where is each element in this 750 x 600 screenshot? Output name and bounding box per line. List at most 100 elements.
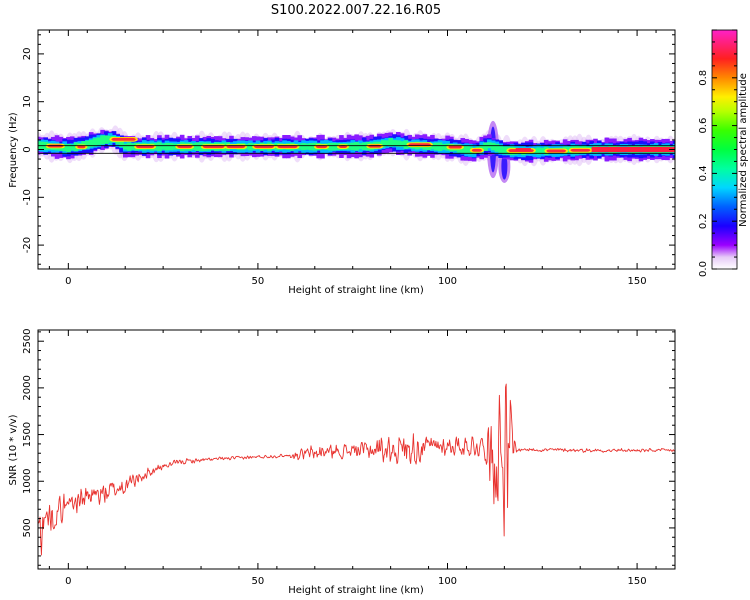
spectrogram-cell [85,140,90,149]
spectrogram-cell [361,142,367,151]
spectrogram-peak-core [111,137,136,141]
colorbar-tick-label: 0.2 [698,213,709,229]
colorbar-tick-label: 0.4 [698,165,709,181]
spectrogram-cell [248,142,253,151]
spectrogram-cell [297,143,303,150]
spectrogram-cell [536,147,541,155]
spectrogram-cell [430,143,435,150]
spectrogram-cell [157,142,162,152]
colorbar-gradient [712,30,737,269]
spectrogram-cell [403,140,409,149]
spectrogram-cell [498,145,503,154]
spectrogram-peak-core [368,144,382,148]
spectrogram-peak-core [471,148,482,152]
snr-x-label: Height of straight line (km) [288,585,424,596]
x-tick-label: 150 [628,276,647,287]
spectrogram-cell [92,138,98,147]
spectrogram-cell [88,139,94,148]
y-tick-label: 1000 [22,469,33,494]
y-tick-label: -20 [22,237,33,253]
spectrogram-cell [399,141,405,147]
spectrogram-panel: 0 50 100 150 -20 -10 0 10 20 Height of straight … [8,29,676,296]
spectrogram-cell [104,135,109,144]
x-tick-label: 0 [65,276,71,287]
spectrogram-cell [502,146,507,155]
spectrogram-cell [308,143,314,151]
spectrogram-cell [464,145,469,155]
y-tick-label: 2000 [22,375,33,400]
snr-ticks: 0 50 100 150 500 1000 1500 2000 2500 [22,328,675,587]
spectrogram-cell [96,137,102,145]
spectrogram-cell [392,140,397,146]
spectrogram-cell [483,142,488,151]
spectrogram-cell [172,143,177,150]
spectrogram-cell [358,143,363,150]
spectrogram-cell [119,141,124,147]
colorbar-tick-label: 0.0 [698,261,709,277]
spectrogram-cell [490,142,496,151]
snr-panel: 0 50 100 150 500 1000 1500 2000 2500 Height of s… [8,328,676,596]
spectrogram-cell [327,142,333,151]
x-tick-label: 150 [628,576,647,587]
spectrogram-cell [305,143,310,150]
spectrogram-cell [130,143,136,150]
x-tick-label: 50 [252,276,265,287]
spectrogram-cell [384,140,390,146]
spectrogram-tail-ridge [591,146,675,153]
spectrogram-cell [396,140,401,147]
spectrogram-cell [479,144,485,152]
figure-title: S100.2022.007.22.16.R05 [271,3,441,18]
spectrogram-cell [126,142,132,151]
y-tick-label: 1500 [22,422,33,447]
x-tick-label: 100 [438,576,457,587]
spectrogram-cell [540,147,545,154]
x-tick-label: 100 [438,276,457,287]
spectrogram-cell [123,143,128,150]
spectrogram-peak-core [570,148,591,152]
spectrogram-cell [460,145,466,153]
spectrogram-cell [331,142,337,151]
spectrogram-cell [164,142,170,151]
y-tick-label: 0 [22,146,33,152]
x-tick-label: 50 [252,576,265,587]
spectrogram-peak-core [77,145,86,149]
colorbar-ticks: 0.0 0.2 0.4 0.6 0.8 [698,29,737,277]
spectrogram-cell [487,142,492,149]
colorbar-tick-label: 0.8 [698,70,709,86]
spectrogram-content [38,120,675,183]
spectrogram-cell [301,143,306,151]
spectrogram-cell [66,143,71,153]
spectrogram-cell [437,142,443,152]
spectrogram-cell [494,143,500,152]
spectrogram-cell [168,143,174,151]
spectrogram-cell [380,140,386,148]
spectrogram-y-label: Frequency (Hz) [8,112,19,188]
spectrogram-cell [350,142,356,151]
y-tick-label: 10 [22,95,33,108]
snr-frame [37,329,676,570]
y-tick-label: 20 [22,48,33,61]
spectrogram-cell [441,144,447,150]
snr-y-label: SNR (10 * v/v) [8,414,19,485]
spectrogram-ticks: 0 50 100 150 -20 -10 0 10 20 [22,30,675,287]
spectrogram-cell [100,135,105,145]
spectrogram-cell [62,144,67,152]
y-tick-label: 500 [22,518,33,537]
spectral-spread-core [501,152,508,180]
spectrogram-x-label: Height of straight line (km) [288,285,424,296]
spectrogram-cell [354,142,359,151]
spectrogram-peak-core [515,148,531,151]
colorbar-tick-label: 0.6 [698,118,709,134]
spectrogram-cell [388,137,394,147]
snr-series-line [38,383,675,556]
y-tick-label: -10 [22,189,33,205]
spectrogram-cell [160,143,166,150]
spectrogram-peak-core [546,149,567,153]
spectrogram-peak-core [448,145,462,149]
colorbar-label: Normalized spectral amplitude [738,73,749,227]
spectrogram-cell [195,142,200,151]
y-tick-label: 2500 [22,328,33,353]
spectrogram-cell [69,144,75,151]
colorbar: 0.0 0.2 0.4 0.6 0.8 Normalized spectral ampl… [698,29,749,277]
